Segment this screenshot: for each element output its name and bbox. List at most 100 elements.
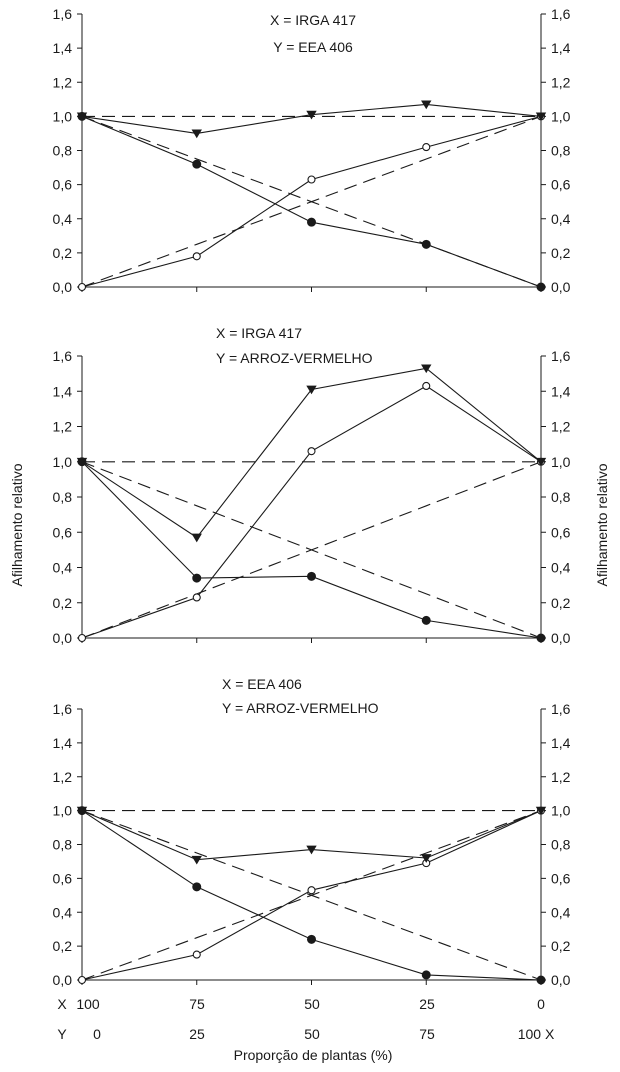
panel-title-line-1: X = EEA 406 bbox=[222, 676, 302, 692]
y-tick-label-right: 1,0 bbox=[551, 803, 571, 819]
y-tick-label-right: 0,2 bbox=[551, 938, 571, 954]
y-tick-label-right: 0,2 bbox=[551, 245, 571, 261]
data-point-filled-triangle bbox=[76, 112, 88, 122]
panel-title-line-1: X = IRGA 417 bbox=[216, 325, 302, 341]
data-point-filled-triangle bbox=[306, 845, 317, 855]
x-proportion-label: 50 bbox=[304, 996, 320, 1012]
y-tick-label-left: 1,6 bbox=[53, 6, 73, 22]
data-point-filled-circle bbox=[192, 882, 202, 892]
y-tick-label-right: 0,8 bbox=[551, 143, 571, 159]
chart-panel-3: 0,0 0,0 0,2 0,2 0,4 0,4 0,6 0,6 0,8 0,8 1,0 1,0 1,2 1… bbox=[53, 676, 571, 988]
data-point-open-circle bbox=[77, 975, 87, 985]
y-tick-label-left: 0,2 bbox=[53, 245, 73, 261]
y-tick-label-left: 1,6 bbox=[53, 701, 73, 717]
y-axis-title-left: Afilhamento relativo bbox=[9, 463, 25, 586]
y-tick-label-right: 1,0 bbox=[551, 108, 571, 124]
y-tick-label-left: 0,0 bbox=[53, 630, 73, 646]
chart-panel-1: 0,0 0,0 0,2 0,2 0,4 0,4 0,6 0,6 0,8 0,8 1,0 1,0 1,2 1… bbox=[53, 6, 571, 295]
y-tick-label-right: 1,6 bbox=[551, 6, 571, 22]
y-tick-label-left: 0,6 bbox=[53, 524, 73, 540]
y-proportion-label: 0 bbox=[93, 1026, 101, 1042]
y-tick-label-left: 1,4 bbox=[53, 735, 73, 751]
y-axis-title-right: Afilhamento relativo bbox=[594, 463, 610, 586]
y-tick-label-left: 0,2 bbox=[53, 595, 73, 611]
y-tick-label-right: 1,0 bbox=[551, 454, 571, 470]
y-tick-label-left: 1,6 bbox=[53, 348, 73, 364]
y-proportion-label: 50 bbox=[304, 1026, 320, 1042]
data-point-filled-circle bbox=[421, 970, 431, 980]
data-point-filled-triangle bbox=[191, 533, 202, 543]
data-point-filled-triangle bbox=[191, 855, 202, 865]
y-tick-label-left: 1,2 bbox=[53, 419, 73, 435]
y-tick-label-right: 1,4 bbox=[551, 383, 571, 399]
data-point-filled-circle bbox=[307, 217, 316, 227]
x-proportion-label: 75 bbox=[189, 996, 205, 1012]
y-tick-label-left: 0,4 bbox=[53, 211, 73, 227]
panel-title-line-1: X = IRGA 417 bbox=[270, 12, 356, 28]
series-line-open-circle bbox=[81, 385, 542, 639]
data-point-filled-circle bbox=[307, 934, 316, 944]
y-proportion-label: 75 bbox=[419, 1026, 435, 1042]
y-tick-label-right: 0,6 bbox=[551, 524, 571, 540]
x-proportion-label: 25 bbox=[419, 996, 435, 1012]
data-point-filled-circle bbox=[192, 159, 202, 169]
data-point-filled-circle bbox=[536, 282, 546, 292]
y-proportion-label: 100 X bbox=[518, 1026, 555, 1042]
y-tick-label-right: 1,2 bbox=[551, 769, 571, 785]
y-tick-label-left: 1,2 bbox=[53, 769, 73, 785]
y-tick-label-right: 0,0 bbox=[551, 279, 571, 295]
y-tick-label-right: 0,4 bbox=[551, 211, 571, 227]
data-point-filled-triangle bbox=[76, 806, 88, 816]
data-point-filled-triangle bbox=[191, 129, 202, 139]
y-tick-label-right: 0,2 bbox=[551, 595, 571, 611]
data-point-open-circle bbox=[307, 447, 316, 456]
data-point-filled-triangle bbox=[535, 806, 547, 816]
y-tick-label-left: 1,0 bbox=[53, 454, 73, 470]
y-tick-label-left: 0,2 bbox=[53, 938, 73, 954]
data-point-filled-circle bbox=[536, 633, 546, 643]
data-point-filled-circle bbox=[421, 615, 431, 625]
y-tick-label-left: 1,0 bbox=[53, 108, 73, 124]
data-point-open-circle bbox=[77, 282, 87, 292]
data-point-open-circle bbox=[307, 886, 316, 895]
panel-title-line-2: Y = ARROZ-VERMELHO bbox=[216, 350, 373, 366]
chart-panel-2: 0,0 0,0 0,2 0,2 0,4 0,4 0,6 0,6 0,8 0,8 1,0 1,0 1,2 1… bbox=[53, 325, 571, 646]
y-row-label: Y bbox=[57, 1026, 67, 1042]
y-tick-label-left: 1,4 bbox=[53, 383, 73, 399]
data-point-open-circle bbox=[422, 143, 431, 152]
data-point-open-circle bbox=[192, 252, 201, 261]
data-point-filled-circle bbox=[192, 573, 202, 583]
y-tick-label-left: 0,4 bbox=[53, 904, 73, 920]
y-tick-label-right: 0,0 bbox=[551, 630, 571, 646]
y-tick-label-right: 0,0 bbox=[551, 972, 571, 988]
x-axis-title: Proporção de plantas (%) bbox=[234, 1047, 393, 1063]
y-tick-label-right: 1,2 bbox=[551, 74, 571, 90]
data-point-filled-triangle bbox=[306, 385, 317, 395]
x-row-label: X bbox=[57, 996, 67, 1012]
x-proportion-label: 100 bbox=[76, 996, 100, 1012]
data-point-filled-triangle bbox=[76, 457, 88, 467]
y-tick-label-left: 0,8 bbox=[53, 837, 73, 853]
reference-line-2 bbox=[81, 115, 542, 288]
reference-line-2 bbox=[81, 461, 542, 639]
data-point-filled-triangle bbox=[421, 854, 432, 863]
y-tick-label-right: 1,4 bbox=[551, 40, 571, 56]
data-point-filled-circle bbox=[536, 975, 546, 985]
y-tick-label-left: 1,0 bbox=[53, 803, 73, 819]
y-tick-label-left: 0,0 bbox=[53, 279, 73, 295]
y-tick-label-left: 0,8 bbox=[53, 143, 73, 159]
data-point-filled-triangle bbox=[306, 110, 317, 120]
y-tick-label-right: 0,4 bbox=[551, 560, 571, 576]
data-point-open-circle bbox=[192, 950, 201, 959]
data-point-filled-triangle bbox=[421, 364, 432, 374]
data-point-filled-triangle bbox=[535, 112, 547, 122]
y-proportion-label: 25 bbox=[189, 1026, 205, 1042]
data-point-filled-circle bbox=[307, 571, 316, 581]
y-tick-label-right: 1,6 bbox=[551, 348, 571, 364]
panel-title-line-2: Y = EEA 406 bbox=[273, 39, 353, 55]
y-tick-label-left: 0,6 bbox=[53, 177, 73, 193]
data-point-open-circle bbox=[192, 593, 201, 602]
y-tick-label-right: 0,6 bbox=[551, 177, 571, 193]
y-tick-label-right: 0,4 bbox=[551, 904, 571, 920]
